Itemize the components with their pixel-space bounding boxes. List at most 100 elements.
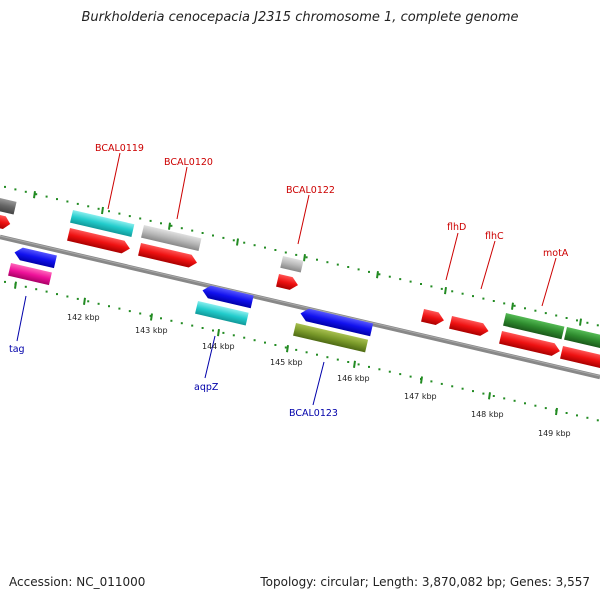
gene-arrow-red[interactable] [0,212,12,231]
gene-label-bcal0120[interactable]: BCAL0120 [164,157,213,168]
tick-dot [160,317,162,320]
gene-arrow-red-flhd[interactable] [421,309,445,327]
tick-dot [430,285,433,288]
scale-label: 143 kbp [135,326,168,335]
gene-arrow-blue-bcal0123[interactable] [299,307,374,337]
tick-major [376,271,379,279]
gene-label-flhc[interactable]: flhC [485,231,504,242]
tick-dot [409,280,412,283]
tick-dot [534,404,537,407]
gene-arrow-red-mota[interactable] [499,331,561,357]
tick-dot [503,302,506,305]
scale-label: 146 kbp [337,374,370,383]
tick-dot [212,234,214,237]
gene-label-tag[interactable]: tag [9,344,25,355]
tick-dot [232,334,235,337]
tick-major [444,286,447,295]
gene-label-aqpz[interactable]: aqpZ [194,382,219,393]
tick-major [286,345,289,353]
gene-label-bcal0123[interactable]: BCAL0123 [289,408,338,419]
tick-dot [472,295,474,298]
tick-dot [451,290,454,293]
gene-arrow-blue-aqpz[interactable] [201,284,254,309]
tick-dot [253,339,256,342]
tick-dot [108,210,110,213]
tick-dot [222,331,225,334]
tick-dot [149,219,152,222]
tick-dot [586,416,589,419]
tick-dot [451,385,454,388]
tick-dot [118,307,121,310]
scale-label: 142 kbp [67,313,100,322]
gene-block-green[interactable] [564,327,600,350]
tick-dot [180,227,183,230]
gene-label-mota[interactable]: motA [543,248,569,259]
tick-dot [97,207,100,210]
tick-major [353,360,356,368]
tick-major [168,222,171,230]
gene-block-gray-small[interactable] [280,256,304,273]
gene-arrow-red-bcal0120[interactable] [138,243,198,269]
tick-dot [4,280,6,283]
gene-arrow-red-bcal0119[interactable] [67,228,131,255]
gene-label-flhd[interactable]: flhD [447,222,466,233]
tick-dot [14,188,17,191]
gene-block-green-mota[interactable] [503,313,565,340]
tick-dot [326,261,329,264]
tick-dot [170,319,173,322]
scale-label: 145 kbp [270,358,303,367]
tick-dot [388,370,391,373]
gene-block-darkgray[interactable] [0,195,17,215]
tick-dot [461,292,464,295]
gene-arrow-red-bcal0122[interactable] [276,274,299,291]
tick-dot [555,314,558,317]
tick-dot [56,293,58,296]
tick-dot [534,309,537,312]
tick-dot [576,414,578,417]
gene-label-bcal0119[interactable]: BCAL0119 [95,143,144,154]
lower-tick-track [4,280,599,422]
map-title: Burkholderia cenocepacia J2315 chromosom… [81,10,519,25]
tick-dot [482,297,485,300]
tick-dot [139,217,142,220]
gene-label-bcal0122[interactable]: BCAL0122 [286,185,335,196]
gene-arrow-red-flhc[interactable] [449,316,490,338]
tick-dot [180,322,183,325]
tick-dot [128,310,131,313]
tick-dot [4,185,6,188]
tick-dot [295,348,298,351]
gene-block-magenta[interactable] [8,263,52,286]
gene-arrow-blue-tag[interactable] [13,246,57,269]
tick-dot [243,241,246,244]
gene-block-cyan[interactable] [70,210,135,237]
tick-dot [544,312,547,315]
tick-dot [420,283,422,285]
gene-block-olive[interactable] [293,323,369,353]
tick-dot [97,302,100,305]
tick-dot [461,387,464,390]
tick-dot [316,258,318,261]
gene-block-cyan-aqpz[interactable] [195,301,249,326]
tick-dot [212,329,214,332]
tick-dot [492,300,495,302]
tick-dot [316,353,318,356]
tick-dot [295,253,298,256]
gene-labels-top: BCAL0119 BCAL0120 BCAL0122 flhD flhC mot… [95,143,569,259]
tick-dot [149,314,152,317]
tick-dot [201,232,204,234]
tick-dot [243,336,246,339]
tick-dot [24,190,27,193]
gene-block-gray[interactable] [141,225,202,252]
tick-dot [596,324,599,327]
tick-dot [264,246,266,249]
tick-dot [45,195,48,198]
tick-major [101,206,104,215]
scale-label: 149 kbp [538,429,571,438]
tick-dot [170,224,173,227]
tick-dot [35,193,38,196]
gene-features [0,195,600,369]
tick-dot [222,236,225,239]
tick-dot [357,268,360,271]
gene-arrow-red-right[interactable] [560,346,600,369]
tick-dot [544,407,547,410]
